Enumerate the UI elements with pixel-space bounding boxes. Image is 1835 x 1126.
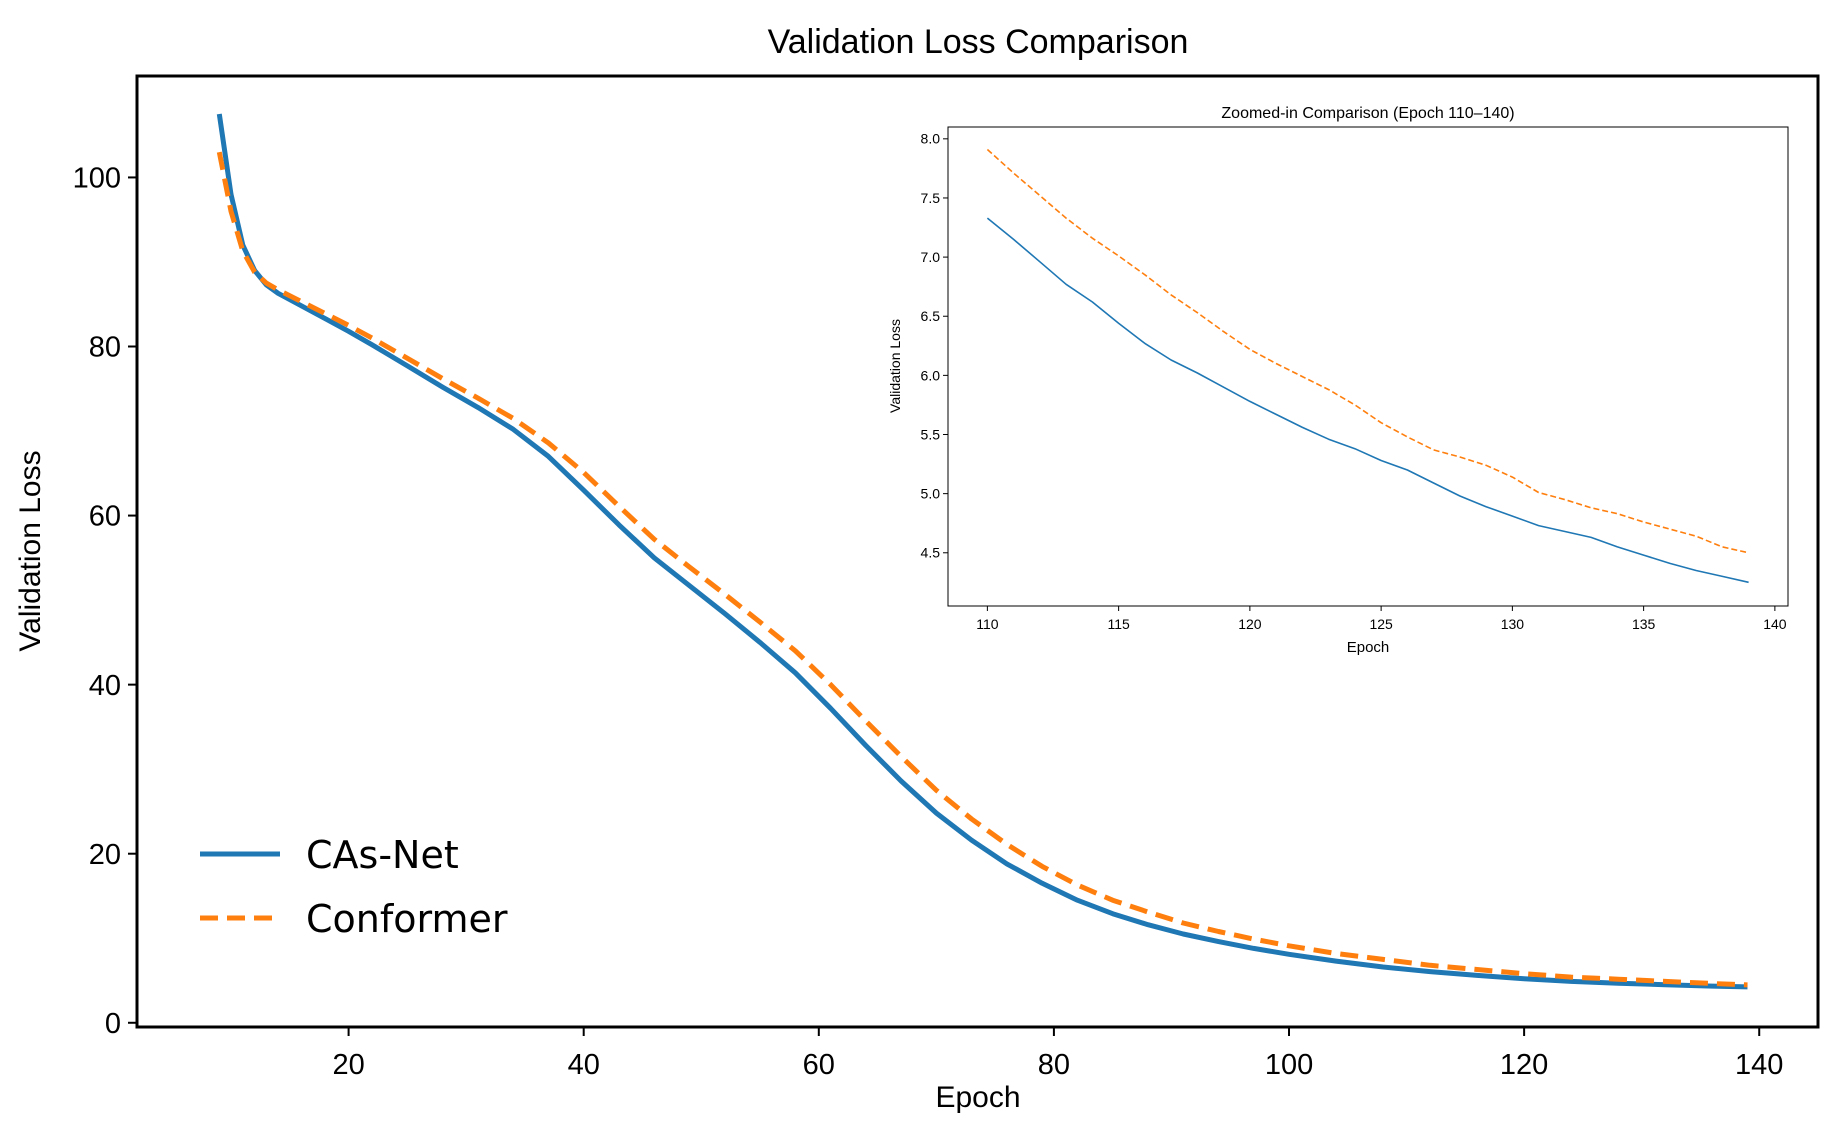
main-x-tick-label: 80 <box>1038 1049 1070 1081</box>
main-x-axis: 20 40 60 80 100 120 140 <box>332 1027 1783 1081</box>
inset-x-tick-label: 135 <box>1632 616 1656 632</box>
inset-y-tick-label: 5.5 <box>921 426 941 442</box>
main-y-tick-label: 100 <box>73 163 121 195</box>
inset-y-tick-label: 6.5 <box>921 308 941 324</box>
main-series-cas-net <box>216 113 1748 990</box>
main-x-tick-label: 20 <box>332 1049 364 1081</box>
inset-x-tick-label: 125 <box>1369 616 1393 632</box>
legend: CAs-Net Conformer <box>200 833 508 941</box>
inset-chart-title: Zoomed-in Comparison (Epoch 110–140) <box>1221 105 1514 122</box>
main-y-tick-label: 40 <box>89 670 121 702</box>
inset-x-axis: 110 115 120 125 130 135 140 <box>976 606 1787 632</box>
main-x-tick-label: 140 <box>1735 1049 1783 1081</box>
legend-label-conformer: Conformer <box>306 897 508 941</box>
inset-series-conformer <box>986 148 1749 554</box>
main-x-axis-label: Epoch <box>935 1081 1020 1114</box>
inset-y-axis: 4.5 5.0 5.5 6.0 6.5 7.0 7.5 8.0 <box>921 131 948 561</box>
inset-plot-frame <box>947 126 1789 607</box>
inset-x-axis-label: Epoch <box>1347 639 1390 656</box>
main-y-tick-label: 80 <box>89 332 121 364</box>
main-y-axis-label: Validation Loss <box>14 450 47 651</box>
main-y-tick-label: 0 <box>105 1008 121 1040</box>
main-y-axis: 0 20 40 60 80 100 <box>73 163 137 1040</box>
inset-y-tick-label: 4.5 <box>921 545 941 561</box>
inset-y-tick-label: 7.5 <box>921 190 941 206</box>
main-y-tick-label: 60 <box>89 501 121 533</box>
main-series-conformer <box>216 151 1748 988</box>
inset-y-axis-label: Validation Loss <box>887 319 903 413</box>
main-y-tick-label: 20 <box>89 839 121 871</box>
main-x-tick-label: 120 <box>1500 1049 1548 1081</box>
main-plot-area: 20 40 60 80 100 120 140 0 20 40 60 80 100 <box>73 74 1820 1081</box>
inset-chart: Zoomed-in Comparison (Epoch 110–140) 110… <box>887 105 1789 656</box>
inset-x-tick-label: 120 <box>1238 616 1262 632</box>
inset-series-cas-net <box>986 217 1749 584</box>
inset-y-tick-label: 5.0 <box>921 486 941 502</box>
main-chart-title: Validation Loss Comparison <box>768 23 1189 61</box>
inset-y-tick-label: 8.0 <box>921 131 941 147</box>
legend-label-cas-net: CAs-Net <box>306 833 459 877</box>
main-x-tick-label: 40 <box>568 1049 600 1081</box>
inset-x-tick-label: 110 <box>976 616 999 632</box>
inset-y-tick-label: 7.0 <box>921 249 941 265</box>
main-plot-frame <box>135 74 1820 1029</box>
inset-x-tick-label: 115 <box>1107 616 1130 632</box>
inset-x-tick-label: 130 <box>1501 616 1525 632</box>
main-x-tick-label: 60 <box>803 1049 835 1081</box>
inset-x-tick-label: 140 <box>1763 616 1787 632</box>
main-x-tick-label: 100 <box>1265 1049 1313 1081</box>
inset-y-tick-label: 6.0 <box>921 367 941 383</box>
